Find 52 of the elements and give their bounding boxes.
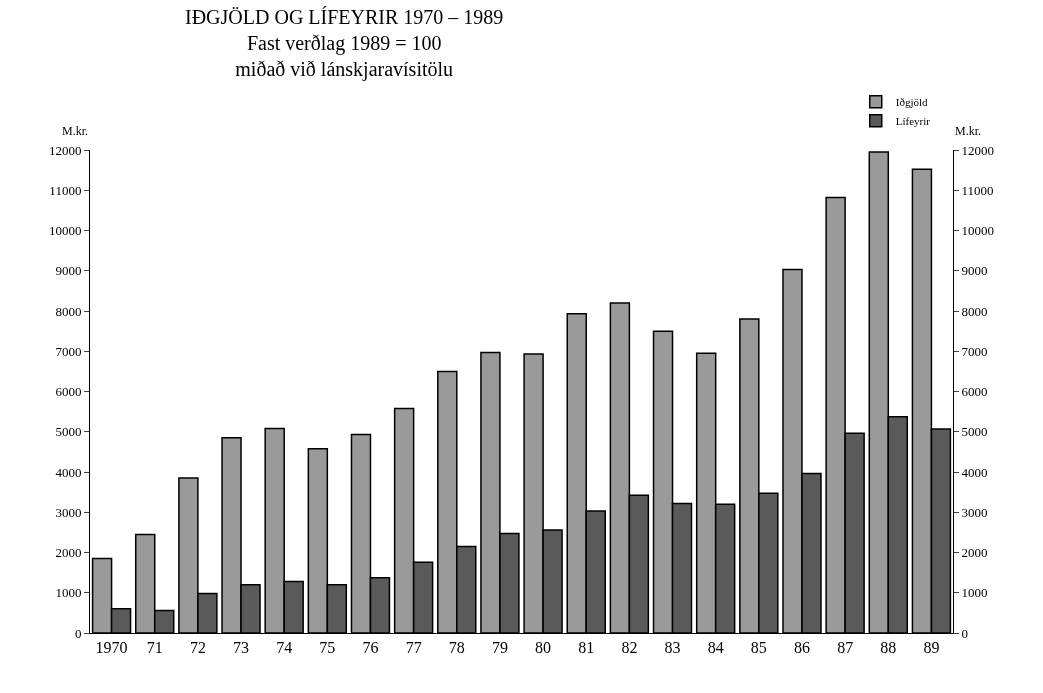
y2-tick-label: 11000	[961, 182, 994, 198]
x-tick-label: 78	[448, 639, 465, 657]
y-axis-title: M.kr.	[62, 124, 89, 138]
y2-tick-label: 8000	[961, 303, 988, 319]
x-tick-label: 83	[664, 639, 681, 657]
y-tick-label: 6000	[55, 384, 82, 400]
y2-tick-label: 4000	[961, 464, 988, 480]
x-tick-label: 77	[405, 639, 422, 657]
y2-tick-label: 7000	[961, 343, 988, 359]
y2-tick-label: 3000	[961, 504, 988, 520]
x-tick-label: 84	[707, 639, 724, 657]
y-tick-label: 3000	[55, 504, 82, 520]
y-tick-label: 1000	[55, 585, 82, 601]
y2-tick-label: 6000	[961, 384, 988, 400]
y2-tick-label: 0	[961, 625, 969, 641]
x-tick-label: 88	[880, 639, 897, 657]
y2-tick-label: 5000	[961, 424, 988, 440]
x-tick-label: 81	[578, 639, 595, 657]
x-tick-label: 89	[923, 639, 940, 657]
y-tick-label: 5000	[55, 424, 82, 440]
y-tick-label: 8000	[55, 303, 82, 319]
x-tick-label: 73	[233, 639, 250, 657]
y-tick-label: 11000	[49, 182, 82, 198]
y-tick-label: 0	[74, 625, 82, 641]
legend-label: Iðgjöld	[895, 96, 929, 108]
x-tick-label: 76	[362, 639, 379, 657]
x-tick-label: 82	[621, 639, 638, 657]
y-tick-label: 7000	[55, 343, 82, 359]
x-tick-label: 79	[491, 639, 508, 657]
y2-tick-label: 10000	[961, 223, 995, 239]
y2-tick-label: 9000	[961, 263, 988, 279]
x-tick-label: 1970	[95, 639, 128, 657]
y2-tick-label: 1000	[961, 585, 988, 601]
y2-axis-title: M.kr.	[955, 124, 982, 138]
y2-tick-label: 2000	[961, 545, 988, 561]
y-tick-label: 12000	[48, 142, 82, 158]
y-tick-label: 4000	[55, 464, 82, 480]
chart-subtitle: Fast verðlag 1989 = 100 miðað við lánskjaravísitölu	[235, 32, 454, 82]
x-tick-label: 71	[146, 639, 163, 657]
chart-title: IÐGJÖLD OG LÍFEYRIR 1970 – 1989	[185, 6, 504, 29]
y-tick-label: 2000	[55, 545, 82, 561]
x-tick-label: 87	[837, 639, 854, 657]
legend-label: Lífeyrir	[895, 115, 931, 127]
y-tick-label: 10000	[48, 223, 82, 239]
x-tick-label: 74	[276, 639, 293, 657]
y-tick-label: 9000	[55, 263, 82, 279]
y2-tick-label: 12000	[961, 142, 995, 158]
x-tick-label: 75	[319, 639, 336, 657]
x-tick-label: 80	[535, 639, 552, 657]
x-tick-label: 86	[793, 639, 810, 657]
x-tick-label: 85	[750, 639, 767, 657]
x-tick-label: 72	[189, 639, 206, 657]
